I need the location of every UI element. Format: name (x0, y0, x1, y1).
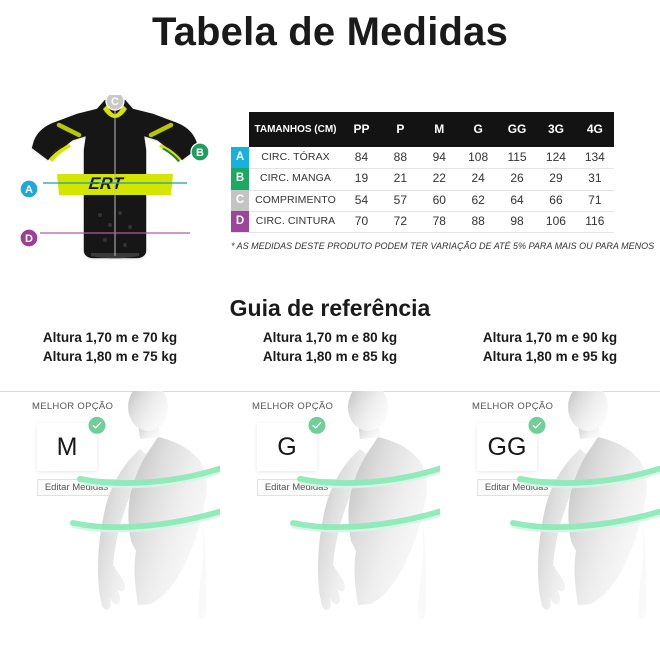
svg-text:C: C (111, 96, 119, 108)
svg-text:A: A (25, 184, 33, 196)
svg-text:B: B (196, 147, 204, 159)
svg-text:D: D (25, 233, 33, 245)
